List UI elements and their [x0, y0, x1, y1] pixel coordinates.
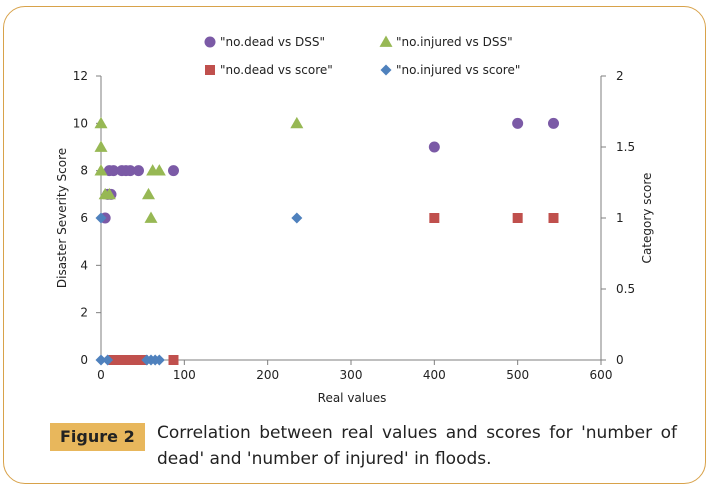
data-point-circle: [168, 165, 179, 177]
legend-marker-square: [205, 65, 215, 75]
y-axis-label: Disaster Severity Score: [55, 148, 69, 288]
x-tick-label: 200: [256, 368, 279, 382]
y-tick-label: 4: [80, 258, 88, 272]
data-point-diamond: [95, 212, 107, 224]
caption-text: Correlation between real values and scor…: [157, 423, 677, 469]
data-point-triangle: [94, 140, 108, 152]
legend-label: "no.dead vs DSS": [220, 35, 325, 49]
legend-label: "no.injured vs DSS": [396, 35, 513, 49]
data-point-triangle: [152, 164, 166, 176]
data-point-circle: [428, 141, 440, 153]
legend-label: "no.dead vs score": [220, 63, 333, 77]
data-point-circle: [548, 117, 559, 129]
y-tick-label: 6: [80, 211, 88, 225]
y-tick-label: 2: [80, 306, 88, 320]
x-tick-label: 0: [97, 368, 105, 382]
data-point-circle: [133, 165, 144, 177]
y2-tick-label: 1: [616, 211, 624, 225]
data-point-diamond: [291, 212, 303, 224]
data-point-triangle: [144, 211, 158, 223]
legend-label: "no.injured vs score": [396, 63, 520, 77]
chart-legend: "no.dead vs DSS" "no.injured vs DSS" "no.d…: [204, 35, 520, 77]
y-tick-label: 12: [73, 69, 88, 83]
data-point-diamond: [102, 354, 114, 366]
x-tick-label: 400: [423, 368, 446, 382]
y2-tick-label: 1.5: [616, 140, 635, 154]
x-tick-label: 500: [506, 368, 529, 382]
x-axis-label: Real values: [318, 391, 387, 405]
data-point-diamond: [153, 354, 165, 366]
data-point-triangle: [94, 164, 108, 176]
y2-axis-label: Category score: [640, 173, 654, 264]
y2-tick-label: 0.5: [616, 282, 635, 296]
legend-marker-triangle: [379, 35, 393, 47]
x-tick-label: 300: [340, 368, 363, 382]
data-point-triangle: [290, 116, 304, 129]
legend-marker-diamond: [380, 64, 392, 76]
data-point-circle: [512, 117, 524, 129]
legend-marker-circle: [204, 36, 216, 48]
data-point-diamond: [95, 354, 107, 366]
data-point-square: [429, 213, 440, 223]
y-tick-label: 8: [80, 164, 88, 178]
y2-tick-label: 2: [616, 69, 624, 83]
data-point-triangle: [142, 187, 155, 200]
data-point-triangle: [94, 116, 108, 129]
data-point-circle: [124, 165, 136, 177]
y2-tick-label: 0: [616, 353, 624, 367]
y-tick-label: 10: [73, 116, 88, 130]
x-tick-label: 600: [590, 368, 613, 382]
figure-caption: Figure 2 Correlation between real values…: [50, 420, 690, 480]
data-point-square: [512, 213, 523, 223]
figure-frame: [3, 6, 706, 484]
data-point-circle: [108, 165, 119, 177]
data-point-triangle: [102, 187, 116, 200]
data-point-square: [548, 213, 559, 223]
data-point-square: [168, 355, 179, 365]
chart-marks: [94, 116, 559, 366]
y-tick-label: 0: [80, 353, 88, 367]
x-tick-label: 100: [173, 368, 196, 382]
figure-number-badge: Figure 2: [50, 423, 145, 451]
